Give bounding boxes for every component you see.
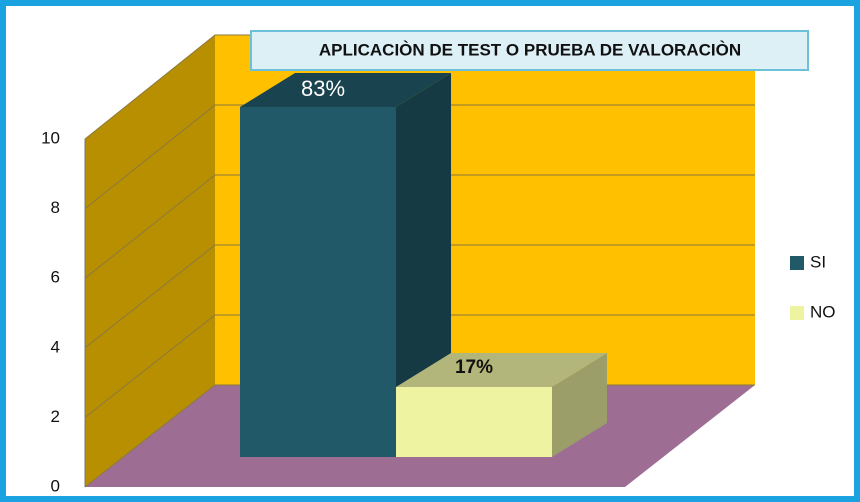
bar bbox=[240, 107, 396, 457]
chart-title: APLICACIÒN DE TEST O PRUEBA DE VALORACIÒ… bbox=[319, 40, 741, 59]
bar-side bbox=[396, 73, 451, 457]
grid-line bbox=[84, 174, 755, 279]
data-label: 83% bbox=[301, 76, 345, 101]
y-tick-label: 4 bbox=[51, 337, 60, 356]
bar-top bbox=[396, 353, 607, 387]
grid-line bbox=[84, 244, 755, 349]
data-label: 17% bbox=[455, 357, 493, 378]
bar-top bbox=[240, 73, 451, 107]
y-tick-label: 6 bbox=[51, 268, 60, 287]
left-wall bbox=[85, 35, 215, 487]
grid-line bbox=[84, 104, 755, 209]
title-box bbox=[250, 30, 809, 71]
y-tick-label: 8 bbox=[51, 198, 60, 217]
legend-label: SI bbox=[810, 252, 826, 271]
y-tick-label: 2 bbox=[51, 407, 60, 426]
grid-line bbox=[84, 314, 755, 418]
legend-swatch bbox=[790, 306, 804, 320]
legend-label: NO bbox=[810, 302, 836, 321]
bar bbox=[396, 387, 552, 457]
legend-swatch bbox=[790, 256, 804, 270]
bar-side bbox=[552, 353, 607, 457]
y-tick-label: 10 bbox=[41, 128, 60, 147]
y-tick-label: 0 bbox=[51, 476, 60, 495]
